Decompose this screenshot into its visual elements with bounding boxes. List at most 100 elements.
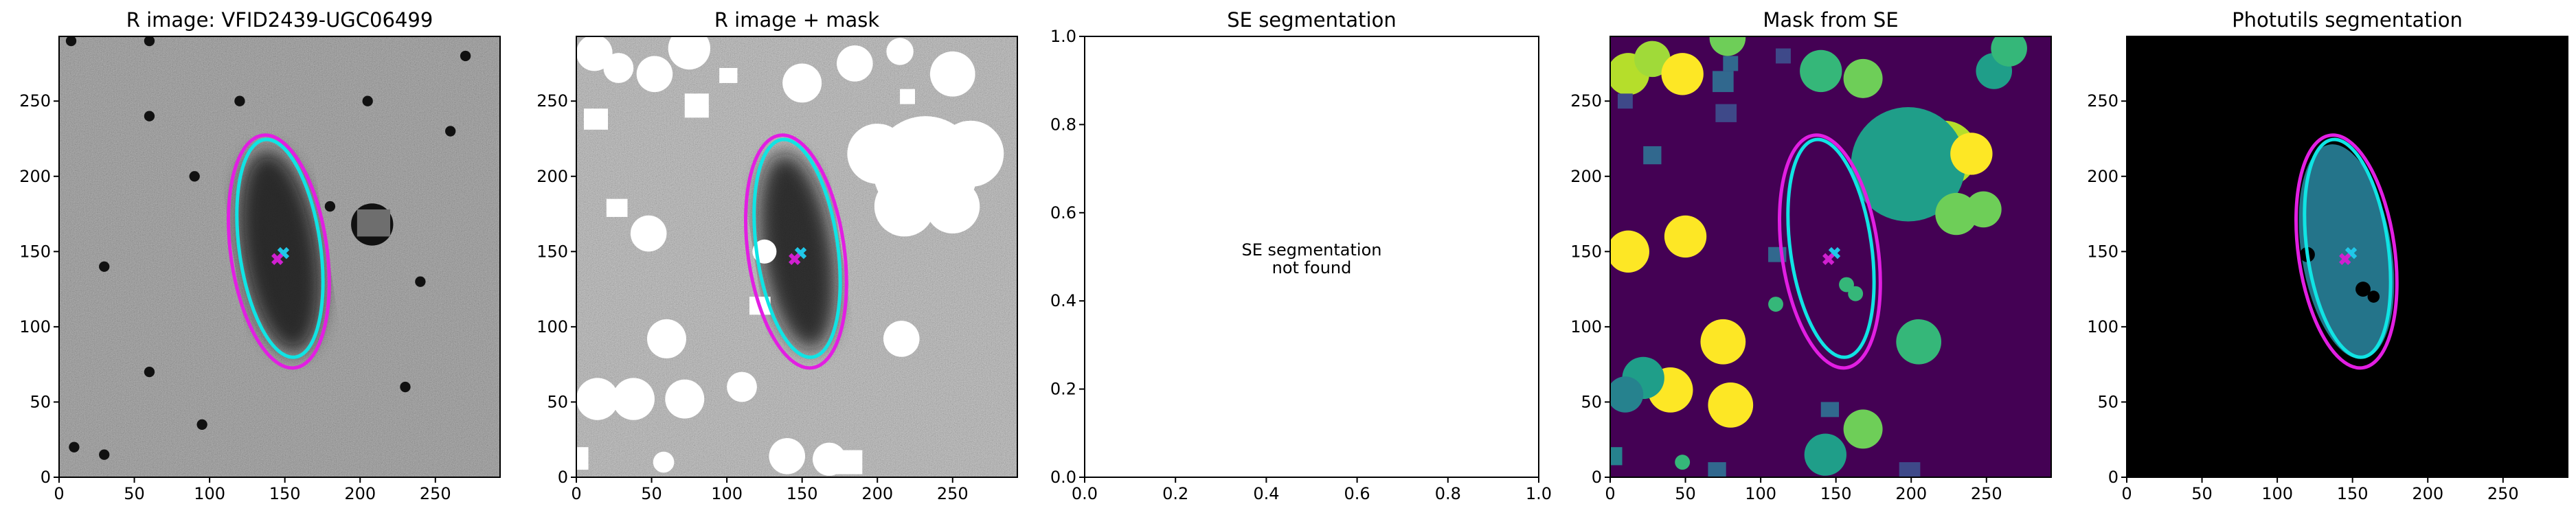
mask bbox=[603, 53, 634, 83]
x-tick-label: 200 bbox=[861, 484, 893, 503]
annotation-line: not found bbox=[1272, 258, 1352, 277]
x-tick-label: 0 bbox=[2121, 484, 2132, 503]
mask bbox=[937, 120, 1004, 187]
star bbox=[99, 449, 110, 460]
segment bbox=[1617, 93, 1633, 109]
mask bbox=[576, 378, 619, 420]
y-tick-label: 250 bbox=[1570, 91, 1602, 111]
segment bbox=[1899, 462, 1921, 477]
segment bbox=[1991, 36, 2027, 67]
y-tick-label: 50 bbox=[2097, 392, 2119, 411]
y-tick-label: 0.8 bbox=[1050, 115, 1076, 134]
mask bbox=[630, 215, 667, 252]
star bbox=[324, 201, 336, 212]
y-tick-label: 50 bbox=[547, 392, 568, 411]
star bbox=[189, 171, 200, 182]
x-tick-label: 0.6 bbox=[1344, 484, 1370, 503]
y-tick-label: 250 bbox=[19, 91, 51, 111]
panel-title: Photutils segmentation bbox=[2232, 8, 2463, 32]
annotation: SE segmentation not found bbox=[1242, 240, 1382, 277]
segment bbox=[1965, 191, 2002, 228]
x-tick-label: 0.2 bbox=[1162, 484, 1188, 503]
star bbox=[144, 111, 155, 122]
star-core bbox=[357, 209, 391, 237]
star bbox=[234, 95, 245, 106]
mask bbox=[837, 45, 873, 82]
center-marker bbox=[2339, 253, 2351, 265]
star bbox=[144, 366, 155, 378]
segment bbox=[1708, 382, 1754, 428]
mask bbox=[929, 51, 975, 97]
segment bbox=[1848, 286, 1864, 301]
x-tick-label: 100 bbox=[2261, 484, 2293, 503]
y-tick-label: 0 bbox=[41, 468, 51, 487]
mask bbox=[653, 451, 675, 473]
star bbox=[65, 36, 77, 47]
mask bbox=[576, 447, 589, 470]
panel: R image + mask 0 50 100 150 200 250 0 50 100 150 20… bbox=[536, 8, 1018, 503]
y-tick-label: 200 bbox=[2087, 167, 2119, 186]
mask bbox=[612, 378, 655, 420]
y-tick-label: 150 bbox=[536, 242, 568, 261]
y-tick-label: 0 bbox=[2108, 468, 2119, 487]
y-tick-label: 250 bbox=[536, 91, 568, 111]
x-tick-label: 1.0 bbox=[1526, 484, 1552, 503]
x-tick-label: 50 bbox=[124, 484, 145, 503]
center-marker bbox=[1822, 253, 1835, 265]
panel: Mask from SE 0 50 100 150 200 250 0 50 100 150 200 2… bbox=[1570, 8, 2052, 503]
inner-ellipse bbox=[2303, 137, 2393, 359]
segment bbox=[1712, 71, 1734, 93]
mask bbox=[636, 56, 673, 93]
y-tick-label: 0 bbox=[1592, 468, 1602, 487]
y-tick-label: 0 bbox=[558, 468, 568, 487]
y-tick-label: 200 bbox=[536, 167, 568, 186]
axes-frame bbox=[2126, 36, 2568, 478]
star bbox=[69, 442, 80, 453]
panel-title: R image: VFID2439-UGC06499 bbox=[126, 8, 433, 32]
x-tick-label: 200 bbox=[344, 484, 376, 503]
center-marker bbox=[271, 253, 284, 265]
y-tick-label: 150 bbox=[1570, 242, 1602, 261]
mask bbox=[684, 93, 709, 118]
y-tick-label: 1.0 bbox=[1050, 27, 1076, 46]
mask bbox=[886, 38, 914, 65]
image bbox=[576, 36, 1017, 477]
segment bbox=[1843, 58, 1883, 98]
segment bbox=[1709, 36, 1746, 56]
y-tick-label: 0.4 bbox=[1050, 291, 1076, 310]
y-tick-label: 100 bbox=[2087, 317, 2119, 336]
mask bbox=[874, 176, 935, 237]
panel: R image: VFID2439-UGC06499 0 50 100 150 200 25… bbox=[19, 8, 501, 503]
y-tick-label: 100 bbox=[19, 317, 51, 336]
y-tick-label: 100 bbox=[536, 317, 568, 336]
x-tick-label: 50 bbox=[641, 484, 662, 503]
mask bbox=[883, 321, 920, 357]
segment bbox=[1643, 146, 1662, 165]
x-tick-label: 0 bbox=[1605, 484, 1615, 503]
x-tick-label: 150 bbox=[787, 484, 818, 503]
y-tick-label: 250 bbox=[2087, 91, 2119, 111]
x-tick-label: 50 bbox=[2191, 484, 2213, 503]
inner-ellipse bbox=[235, 137, 325, 359]
panel-title: Mask from SE bbox=[1763, 8, 1898, 32]
x-tick-label: 250 bbox=[2487, 484, 2519, 503]
x-tick-label: 150 bbox=[1820, 484, 1852, 503]
center-marker bbox=[789, 253, 801, 265]
outer-ellipse bbox=[744, 133, 848, 370]
star bbox=[144, 36, 155, 47]
y-tick-label: 150 bbox=[19, 242, 51, 261]
x-tick-label: 200 bbox=[1895, 484, 1927, 503]
star bbox=[400, 381, 411, 393]
x-tick-label: 150 bbox=[2337, 484, 2369, 503]
outer-ellipse bbox=[2294, 133, 2399, 370]
segment bbox=[1634, 41, 1671, 78]
y-tick-label: 0.6 bbox=[1050, 203, 1076, 222]
mask bbox=[583, 108, 609, 130]
segment bbox=[1610, 447, 1623, 466]
image bbox=[59, 36, 500, 477]
x-tick-label: 150 bbox=[269, 484, 301, 503]
x-tick-label: 50 bbox=[1675, 484, 1696, 503]
mask bbox=[719, 68, 738, 83]
panel: Photutils segmentation 0 50 100 150 200 250 0 50… bbox=[2087, 8, 2568, 503]
